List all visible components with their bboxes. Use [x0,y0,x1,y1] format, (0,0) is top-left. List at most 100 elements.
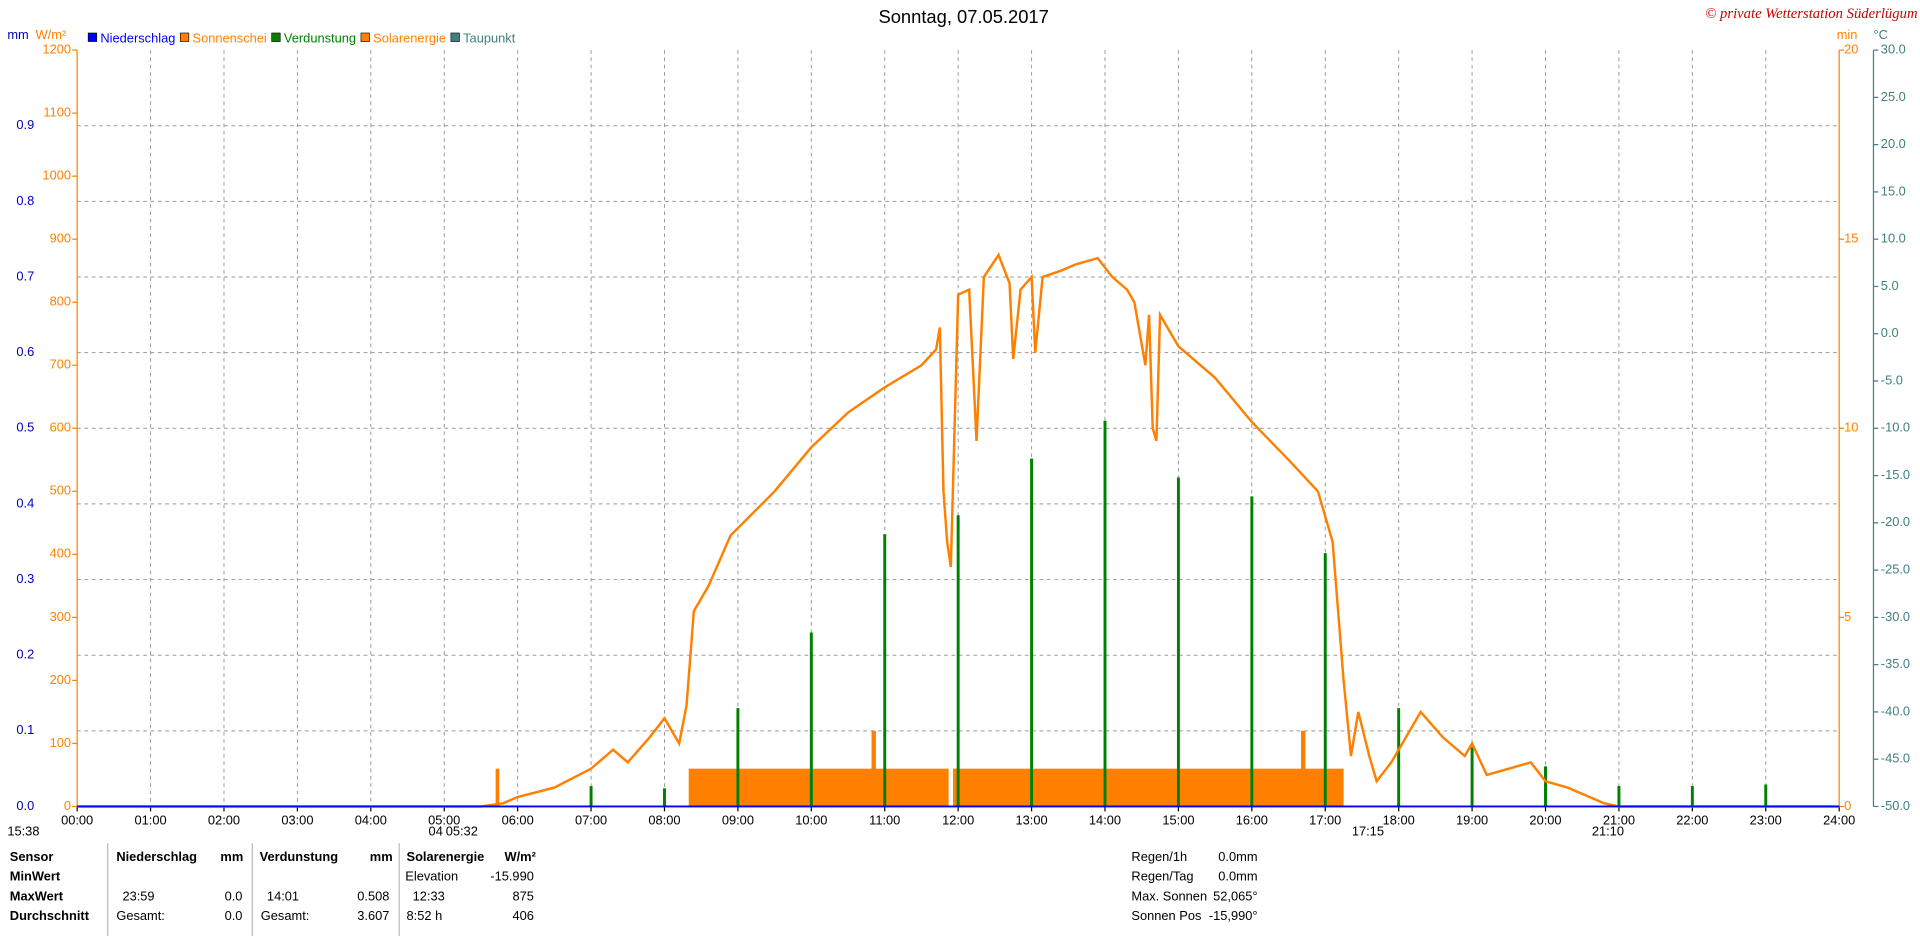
legend-swatch [179,32,190,42]
table-header: Sensor [10,849,54,864]
y-tick-label: 600 [50,420,71,435]
y-tick-label: 0 [64,798,71,813]
table-cell: 406 [512,908,533,923]
evaporation-bar [1544,766,1547,807]
evaporation-bar [883,534,887,807]
temp-tick-label: 10.0 [1881,231,1906,246]
legend-label: Niederschlag [100,31,175,46]
x-tick-label: 21:00 [1603,813,1635,828]
y-tick-label: 700 [50,357,71,372]
x-tick-label: 22:00 [1676,813,1708,828]
evaporation-bar [1250,496,1254,807]
temp-tick-label: -50.0 [1881,798,1910,813]
evaporation-bar [589,786,593,807]
legend-swatch [360,32,370,42]
table-header: Verdunstung [260,849,338,864]
table-cell: Gesamt: [261,908,310,923]
mm-tick-label: 0.7 [16,268,34,283]
evaporation-bar [1470,747,1474,807]
evaporation-bar [1323,553,1327,807]
table-cell: 12:33 [413,888,445,903]
temp-tick-label: -25.0 [1881,562,1910,577]
temp-tick-label: 0.0 [1881,325,1899,340]
table-cell: 23:59 [122,888,154,903]
x-tick-label: 02:00 [208,813,240,828]
table-header: mm [370,849,393,864]
legend-label: Verdunstung [284,31,356,46]
table-header: Solarenergie [407,849,485,864]
y-tick-label: 900 [50,231,71,246]
info-value: -15,990° [1209,908,1258,923]
y2-tick-label: 15 [1844,231,1858,246]
temp-tick-label: 30.0 [1881,41,1906,56]
evaporation-bar [809,632,813,807]
table-cell: 14:01 [267,888,299,903]
x-tick-label: 12:00 [942,813,974,828]
mm-tick-label: 0.4 [16,495,34,510]
legend-label: Taupunkt [463,31,516,46]
solar-line [77,252,1840,808]
temp-tick-label: -20.0 [1881,514,1910,529]
unit-c: °C [1873,27,1887,42]
table-header: W/m² [504,849,535,864]
temp-tick-label: 5.0 [1881,278,1899,293]
temp-tick-label: -15.0 [1881,467,1910,482]
evaporation-bar [956,515,960,807]
table-cell: 8:52 h [407,908,443,923]
temp-tick-label: -45.0 [1881,751,1910,766]
sun-annotation: 17:15 [1352,824,1384,839]
table-cell: Gesamt: [116,908,165,923]
temp-tick-label: 15.0 [1881,183,1906,198]
evaporation-bar [663,788,666,807]
sun-annotation: 15:38 [7,824,39,839]
y-tick-label: 1200 [42,41,71,56]
sunshine-bar [1301,730,1306,807]
y-tick-label: 1000 [42,168,71,183]
table-cell: 0.508 [357,888,389,903]
unit-wm2: W/m² [36,27,67,42]
unit-mm: mm [7,27,28,42]
y2-tick-label: 5 [1844,609,1851,624]
x-tick-label: 13:00 [1016,813,1048,828]
table-header: mm [220,849,243,864]
legend-swatch [271,32,281,42]
info-label: Regen/Tag [1131,869,1193,884]
x-tick-label: 20:00 [1529,813,1561,828]
table-cell: 875 [512,888,533,903]
evaporation-bar [1176,477,1180,807]
y-tick-label: 800 [50,294,71,309]
unit-min: min [1837,27,1858,42]
evaporation-bar [1030,458,1034,807]
sun-annotation: 05:32 [446,824,478,839]
table-cell: 3.607 [357,908,389,923]
table-cell: 0.0 [225,908,243,923]
x-tick-label: 14:00 [1089,813,1121,828]
evaporation-bar [1617,786,1621,807]
y-tick-label: 100 [50,735,71,750]
x-tick-label: 11:00 [869,813,900,828]
mm-tick-label: 0.0 [16,798,34,813]
y-tick-label: 200 [50,672,71,687]
x-tick-label: 01:00 [134,813,166,828]
evaporation-bar [1690,786,1694,807]
evaporation-bar [1103,420,1107,807]
chart-title: Sonntag, 07.05.2017 [878,6,1048,27]
sunshine-bar [871,730,876,807]
evaporation-bar [736,708,740,807]
temp-tick-label: 20.0 [1881,136,1906,151]
x-tick-label: 03:00 [281,813,313,828]
y-tick-label: 500 [50,483,71,498]
temp-tick-label: -40.0 [1881,703,1910,718]
evaporation-bar [1397,708,1401,807]
temp-tick-label: -30.0 [1881,609,1910,624]
mm-tick-label: 0.9 [16,117,34,132]
mm-tick-label: 0.6 [16,344,34,359]
y2-tick-label: 10 [1844,420,1858,435]
x-tick-label: 04:00 [355,813,387,828]
evaporation-bar [1764,784,1768,807]
mm-tick-label: 0.8 [16,193,34,208]
info-label: Regen/1h [1131,849,1187,864]
copyright: © private Wetterstation Süderlügum [1705,6,1917,22]
info-label: Sonnen Pos [1131,908,1201,923]
